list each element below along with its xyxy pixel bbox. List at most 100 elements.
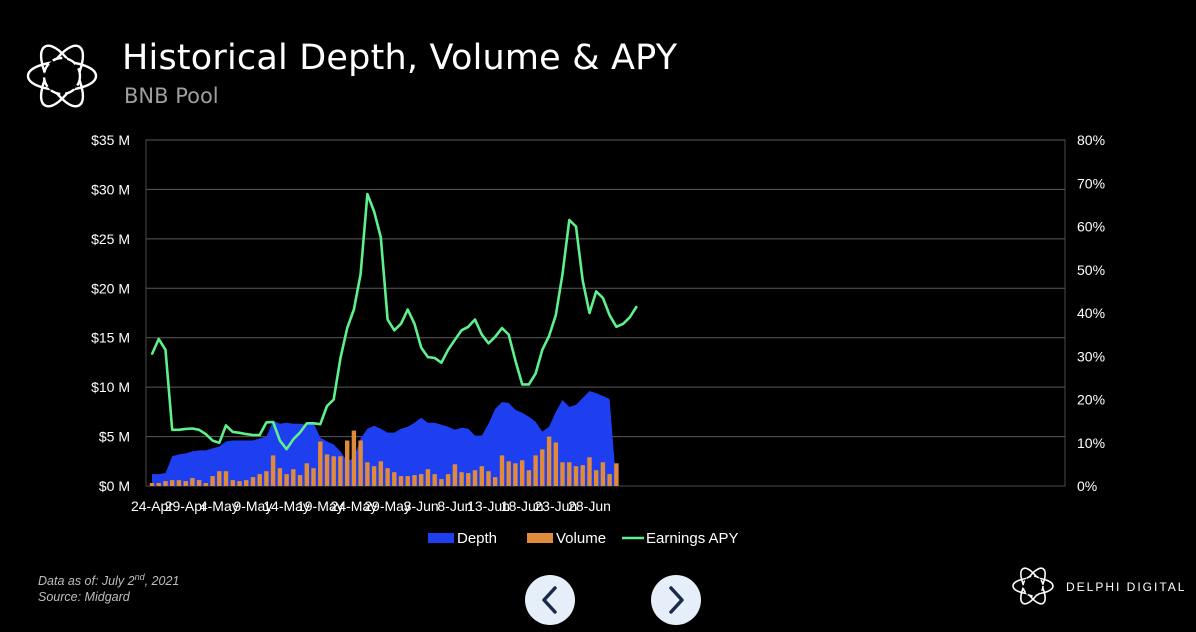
apy-point xyxy=(427,356,429,358)
next-slide-button[interactable] xyxy=(651,575,701,625)
apy-point xyxy=(413,322,416,325)
brand-name: DELPHI DIGITAL xyxy=(1066,580,1187,594)
apy-point xyxy=(211,439,214,442)
volume-bar xyxy=(513,463,518,486)
apy-point xyxy=(339,357,342,360)
volume-bar xyxy=(567,462,572,486)
volume-bar xyxy=(573,466,579,486)
volume-bar xyxy=(472,470,478,486)
apy-point xyxy=(628,316,631,319)
volume-bar xyxy=(217,471,222,486)
volume-bar xyxy=(607,474,612,486)
volume-bar xyxy=(540,449,545,486)
previous-slide-button[interactable] xyxy=(525,575,575,625)
volume-bar xyxy=(237,481,242,486)
legend-swatch xyxy=(428,533,454,543)
legend-label: Earnings APY xyxy=(646,530,739,547)
legend-label: Volume xyxy=(556,530,606,547)
page-title: Historical Depth, Volume & APY xyxy=(122,38,678,78)
apy-point xyxy=(507,333,510,336)
left-axis: $0 M $5 M $10 M $15 M $20 M $25 M $30 M $35 M xyxy=(91,132,130,494)
apy-point xyxy=(285,448,288,451)
apy-point xyxy=(292,438,295,441)
left-tick-label: $20 M xyxy=(91,280,130,296)
apy-point xyxy=(204,433,207,435)
right-tick-label: 30% xyxy=(1077,348,1105,364)
apy-point xyxy=(494,335,497,338)
volume-bar xyxy=(156,483,161,486)
volume-bar xyxy=(311,468,316,486)
volume-bar xyxy=(546,436,552,486)
apy-point xyxy=(366,193,369,195)
source-note: Source: Midgard xyxy=(38,590,130,605)
chevron-left-icon xyxy=(542,586,557,614)
volume-bar xyxy=(493,477,498,486)
apy-point xyxy=(359,273,362,275)
apy-point xyxy=(440,361,443,364)
apy-point xyxy=(332,398,335,401)
volume-bar xyxy=(365,462,370,486)
volume-bar xyxy=(553,442,558,486)
apy-point xyxy=(433,357,436,359)
right-tick-label: 70% xyxy=(1077,175,1105,191)
apy-point xyxy=(151,353,153,355)
volume-bar xyxy=(277,468,283,486)
volume-bar xyxy=(392,472,397,486)
apy-point xyxy=(225,424,227,427)
depth-volume-apy-chart: $0 M $5 M $10 M $15 M $20 M $25 M $30 M $35 M 0… xyxy=(91,132,1105,547)
volume-bar xyxy=(445,474,451,486)
x-tick-label: 28-Jun xyxy=(568,498,611,514)
right-tick-label: 20% xyxy=(1077,392,1105,408)
volume-bar xyxy=(580,465,585,486)
x-tick-label: 4-May xyxy=(200,498,239,514)
apy-point xyxy=(608,314,611,317)
apy-point xyxy=(386,318,389,321)
apy-point xyxy=(447,348,449,351)
left-tick-label: $30 M xyxy=(91,181,130,197)
apy-point xyxy=(541,348,544,351)
apy-point xyxy=(379,236,382,239)
volume-bar xyxy=(412,475,417,486)
apy-point xyxy=(420,346,423,349)
x-tick-label: 29-May xyxy=(364,498,411,514)
apy-point xyxy=(548,335,550,337)
footnote: Data as of: July 2nd, 2021 Source: Midga… xyxy=(38,569,179,605)
apy-point xyxy=(581,279,584,282)
volume-bar xyxy=(560,462,565,486)
apy-point xyxy=(218,441,221,444)
volume-series xyxy=(149,430,619,486)
right-tick-label: 0% xyxy=(1077,478,1097,494)
volume-bar xyxy=(210,476,215,486)
apy-point xyxy=(184,428,187,430)
volume-bar xyxy=(419,474,424,486)
x-tick-label: 29-Apr xyxy=(165,498,207,514)
volume-bar xyxy=(291,469,296,486)
volume-bar xyxy=(270,455,276,486)
left-tick-label: $15 M xyxy=(91,330,130,346)
volume-bar xyxy=(520,460,525,486)
apy-point xyxy=(326,405,328,407)
apy-point xyxy=(157,338,160,340)
volume-bar xyxy=(176,480,182,486)
volume-bar xyxy=(338,456,343,486)
apy-point xyxy=(299,431,301,434)
chart-legend: Depth Volume Earnings APY xyxy=(428,530,739,547)
volume-bar xyxy=(196,480,202,486)
volume-bar xyxy=(466,473,471,486)
apy-point xyxy=(487,342,490,345)
x-tick-label: 24-Apr xyxy=(131,498,173,514)
right-axis: 0% 10% 20% 30% 40% 50% 60% 70% 80% xyxy=(1077,132,1105,494)
apy-point xyxy=(231,431,234,433)
apy-point xyxy=(521,383,524,386)
volume-bar xyxy=(304,463,309,486)
right-tick-label: 50% xyxy=(1077,262,1105,278)
x-tick-label: 19-May xyxy=(297,498,344,514)
left-tick-label: $0 M xyxy=(99,478,130,494)
apy-point xyxy=(554,314,557,317)
volume-bar xyxy=(452,464,458,486)
apy-series xyxy=(150,192,638,451)
apy-point xyxy=(474,318,476,321)
apy-point xyxy=(238,431,241,434)
volume-bar xyxy=(600,462,606,486)
right-tick-label: 10% xyxy=(1077,435,1105,451)
